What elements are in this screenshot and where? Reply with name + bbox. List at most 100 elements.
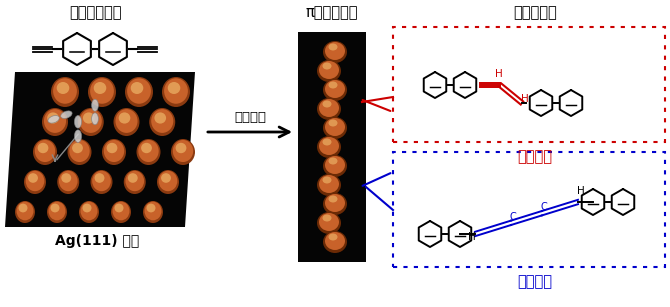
Ellipse shape — [48, 115, 60, 123]
Ellipse shape — [80, 202, 98, 220]
Ellipse shape — [50, 204, 60, 212]
Ellipse shape — [80, 109, 102, 133]
Ellipse shape — [107, 143, 117, 153]
Ellipse shape — [15, 201, 35, 223]
Ellipse shape — [115, 109, 137, 133]
Ellipse shape — [164, 78, 188, 104]
Ellipse shape — [90, 170, 113, 194]
Ellipse shape — [57, 82, 69, 94]
Text: H: H — [495, 69, 503, 79]
Ellipse shape — [138, 140, 159, 162]
Text: 化学的同定: 化学的同定 — [513, 5, 557, 20]
Ellipse shape — [28, 173, 38, 183]
Ellipse shape — [59, 171, 78, 191]
Ellipse shape — [322, 138, 332, 146]
Ellipse shape — [322, 177, 332, 184]
Ellipse shape — [323, 41, 347, 63]
Text: 表面合成: 表面合成 — [234, 111, 266, 124]
Ellipse shape — [143, 201, 163, 223]
Ellipse shape — [74, 115, 82, 128]
Ellipse shape — [61, 111, 72, 119]
Ellipse shape — [323, 193, 347, 215]
Text: 末端アルキン: 末端アルキン — [69, 5, 121, 20]
Ellipse shape — [322, 215, 332, 221]
Ellipse shape — [102, 139, 126, 165]
Ellipse shape — [141, 143, 152, 153]
Ellipse shape — [325, 232, 345, 250]
Ellipse shape — [157, 170, 179, 194]
Ellipse shape — [69, 140, 90, 162]
Ellipse shape — [42, 108, 68, 136]
Ellipse shape — [323, 155, 347, 177]
Ellipse shape — [322, 100, 332, 107]
Ellipse shape — [317, 136, 341, 158]
Ellipse shape — [125, 171, 144, 191]
Ellipse shape — [124, 170, 146, 194]
Ellipse shape — [125, 77, 153, 107]
Polygon shape — [5, 72, 195, 227]
Ellipse shape — [92, 171, 111, 191]
Ellipse shape — [131, 82, 143, 94]
Ellipse shape — [57, 170, 79, 194]
Ellipse shape — [24, 170, 46, 194]
Ellipse shape — [113, 108, 139, 136]
Ellipse shape — [325, 156, 345, 174]
Bar — [298, 32, 366, 262]
Ellipse shape — [128, 173, 138, 183]
Ellipse shape — [25, 171, 44, 191]
Ellipse shape — [72, 143, 83, 153]
Ellipse shape — [171, 139, 195, 165]
Ellipse shape — [325, 194, 345, 212]
Ellipse shape — [328, 157, 338, 165]
Text: クムレン: クムレン — [517, 274, 553, 289]
Ellipse shape — [53, 78, 77, 104]
Text: Ag(111) 基板: Ag(111) 基板 — [55, 234, 139, 248]
Ellipse shape — [322, 63, 332, 69]
Ellipse shape — [35, 140, 55, 162]
Ellipse shape — [127, 78, 151, 104]
Ellipse shape — [154, 112, 166, 124]
Ellipse shape — [328, 234, 338, 240]
Ellipse shape — [17, 202, 34, 220]
Ellipse shape — [323, 231, 347, 253]
Ellipse shape — [78, 108, 104, 136]
Ellipse shape — [162, 77, 190, 107]
Ellipse shape — [317, 98, 341, 120]
Ellipse shape — [61, 173, 71, 183]
Ellipse shape — [317, 212, 341, 234]
Text: H: H — [521, 94, 529, 104]
Ellipse shape — [33, 139, 57, 165]
Text: π骨格の合成: π骨格の合成 — [306, 5, 358, 20]
Ellipse shape — [94, 173, 105, 183]
Ellipse shape — [319, 99, 339, 117]
Ellipse shape — [319, 175, 339, 193]
Ellipse shape — [176, 143, 186, 153]
Ellipse shape — [323, 117, 347, 139]
Ellipse shape — [38, 143, 48, 153]
Text: C: C — [510, 212, 517, 222]
Ellipse shape — [47, 201, 67, 223]
Ellipse shape — [48, 202, 66, 220]
Text: エンイン: エンイン — [517, 149, 553, 164]
Ellipse shape — [328, 44, 338, 50]
Ellipse shape — [137, 139, 161, 165]
Ellipse shape — [317, 174, 341, 196]
Ellipse shape — [145, 202, 161, 220]
Ellipse shape — [92, 99, 98, 111]
Bar — [393, 152, 665, 267]
Ellipse shape — [319, 213, 339, 231]
Ellipse shape — [149, 108, 176, 136]
Ellipse shape — [328, 196, 338, 203]
Ellipse shape — [79, 201, 99, 223]
Ellipse shape — [88, 77, 116, 107]
Ellipse shape — [325, 80, 345, 98]
Text: H: H — [577, 186, 585, 196]
Ellipse shape — [82, 204, 92, 212]
Ellipse shape — [68, 139, 92, 165]
Text: C: C — [541, 202, 547, 212]
Ellipse shape — [328, 119, 338, 126]
Ellipse shape — [51, 77, 79, 107]
Ellipse shape — [147, 204, 155, 212]
Ellipse shape — [44, 109, 66, 133]
Ellipse shape — [151, 109, 174, 133]
